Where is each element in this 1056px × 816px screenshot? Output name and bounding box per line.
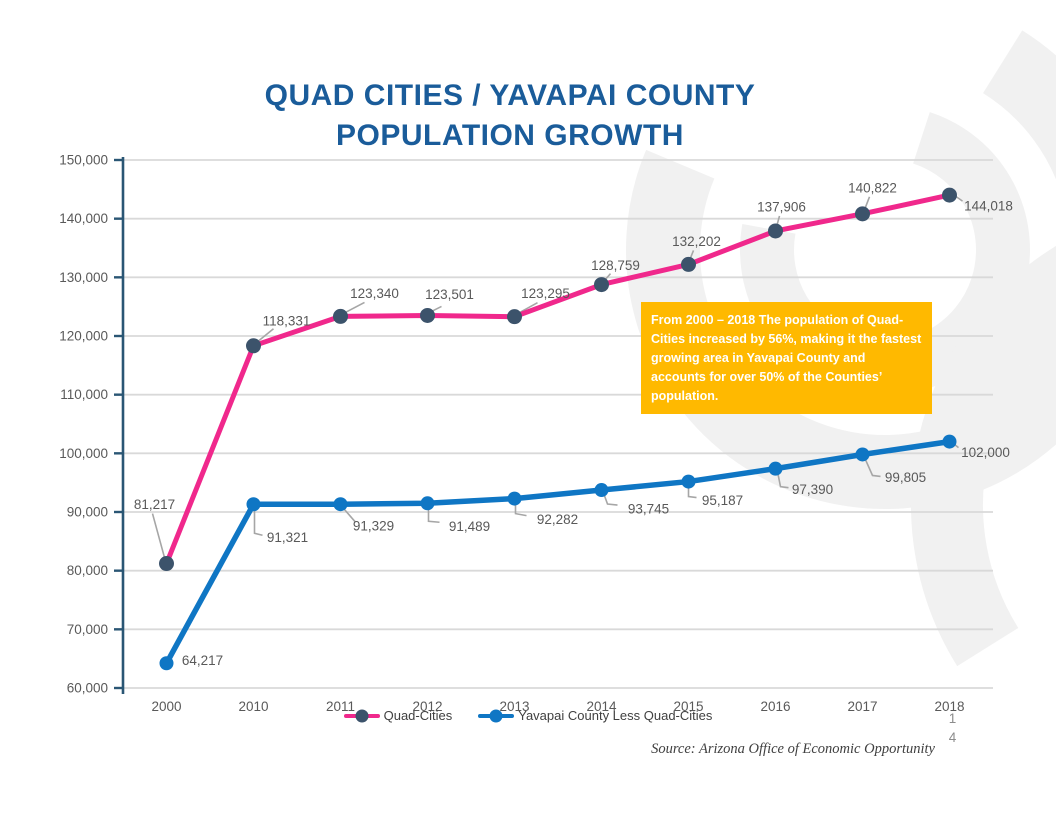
svg-text:90,000: 90,000 xyxy=(67,505,108,520)
quad-cities-line-swatch-icon xyxy=(343,709,380,722)
svg-text:123,501: 123,501 xyxy=(425,287,474,302)
page-title: QUAD CITIES / YAVAPAI COUNTY POPULATION … xyxy=(60,76,960,156)
svg-text:102,000: 102,000 xyxy=(961,445,1010,460)
page-number: 14 xyxy=(948,711,957,745)
annotation-callout: From 2000 – 2018 The population of Quad-… xyxy=(641,302,932,414)
svg-text:64,217: 64,217 xyxy=(182,653,223,668)
source-credit: Source: Arizona Office of Economic Oppor… xyxy=(651,741,935,757)
svg-text:123,295: 123,295 xyxy=(521,286,570,301)
svg-text:118,331: 118,331 xyxy=(263,313,311,328)
legend-item-yavapai: Yavapai County Less Quad-Cities xyxy=(478,708,712,723)
svg-text:140,822: 140,822 xyxy=(848,180,897,195)
svg-text:2012: 2012 xyxy=(412,699,442,714)
yavapai-line-swatch-icon xyxy=(478,709,515,722)
svg-text:2013: 2013 xyxy=(499,699,529,714)
svg-text:81,217: 81,217 xyxy=(134,497,175,512)
chart-legend: Quad-Cities Yavapai County Less Quad-Cit… xyxy=(0,708,1056,723)
svg-text:80,000: 80,000 xyxy=(67,563,108,578)
svg-text:144,018: 144,018 xyxy=(964,199,1013,214)
svg-text:91,329: 91,329 xyxy=(353,519,394,534)
svg-text:60,000: 60,000 xyxy=(67,681,108,696)
svg-text:2017: 2017 xyxy=(847,699,877,714)
svg-text:132,202: 132,202 xyxy=(672,234,721,249)
svg-text:2014: 2014 xyxy=(586,699,617,714)
svg-text:95,187: 95,187 xyxy=(702,493,743,508)
svg-text:2016: 2016 xyxy=(760,699,790,714)
title-line-1: QUAD CITIES / YAVAPAI COUNTY xyxy=(264,79,756,112)
svg-text:2010: 2010 xyxy=(238,699,268,714)
svg-text:70,000: 70,000 xyxy=(67,622,108,637)
svg-text:2000: 2000 xyxy=(151,699,181,714)
legend-item-quad-cities: Quad-Cities xyxy=(343,708,453,723)
svg-text:110,000: 110,000 xyxy=(60,387,108,402)
svg-text:91,321: 91,321 xyxy=(267,530,308,545)
svg-text:120,000: 120,000 xyxy=(59,329,108,344)
svg-text:2011: 2011 xyxy=(326,699,355,714)
svg-text:2015: 2015 xyxy=(673,699,703,714)
svg-text:100,000: 100,000 xyxy=(59,446,108,461)
svg-text:99,805: 99,805 xyxy=(885,470,926,485)
title-line-2: POPULATION GROWTH xyxy=(336,119,684,152)
svg-text:92,282: 92,282 xyxy=(537,512,578,527)
svg-text:93,745: 93,745 xyxy=(628,502,669,517)
svg-text:128,759: 128,759 xyxy=(591,258,640,273)
svg-text:123,340: 123,340 xyxy=(350,286,399,301)
svg-text:137,906: 137,906 xyxy=(757,199,806,214)
svg-text:2018: 2018 xyxy=(934,699,964,714)
legend-label-quad-cities: Quad-Cities xyxy=(383,708,453,723)
legend-label-yavapai: Yavapai County Less Quad-Cities xyxy=(518,708,713,723)
svg-text:130,000: 130,000 xyxy=(59,270,108,285)
svg-text:97,390: 97,390 xyxy=(792,482,833,497)
svg-text:91,489: 91,489 xyxy=(449,519,490,534)
svg-text:150,000: 150,000 xyxy=(59,153,108,168)
svg-text:140,000: 140,000 xyxy=(59,211,108,226)
